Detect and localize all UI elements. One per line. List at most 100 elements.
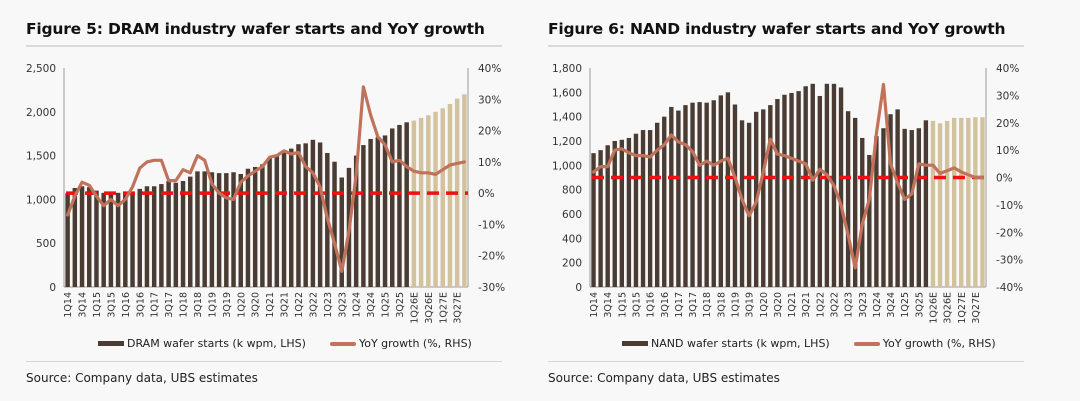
x-axis-tick-label: 1Q19 — [731, 292, 742, 318]
actual-bar — [94, 190, 99, 287]
actual-bar — [375, 137, 381, 287]
actual-bar — [817, 95, 823, 287]
actual-bar — [824, 83, 830, 287]
actual-bar — [640, 130, 646, 287]
actual-bar — [775, 99, 780, 288]
actual-bar — [810, 83, 815, 287]
actual-bar — [662, 116, 667, 288]
left-axis-tick-label: 1,500 — [26, 151, 56, 163]
actual-bar — [598, 150, 603, 287]
x-axis-tick-label: 1Q26E — [929, 292, 940, 324]
actual-bar — [173, 182, 179, 287]
figure-5-panel: Figure 5: DRAM industry wafer starts and… — [26, 20, 505, 385]
actual-bar — [669, 106, 674, 287]
estimate-bar — [418, 117, 424, 287]
actual-bar — [654, 122, 660, 287]
estimate-bar — [951, 117, 957, 287]
legend-line-swatch — [853, 341, 880, 346]
actual-bar — [123, 192, 128, 287]
left-axis-tick-label: 400 — [562, 233, 582, 245]
right-axis-tick-label: -30% — [996, 255, 1023, 267]
right-axis-tick-label: 20% — [996, 118, 1019, 130]
actual-bar — [390, 128, 395, 287]
actual-bar — [151, 186, 157, 287]
left-axis-tick-label: 2,500 — [26, 63, 56, 75]
yoy-growth-line — [65, 85, 466, 273]
figure-title: Figure 6: NAND industry wafer starts and… — [548, 20, 1006, 38]
actual-bar — [289, 148, 294, 287]
actual-bar — [895, 109, 900, 287]
x-axis-tick-label: 1Q14 — [63, 292, 74, 318]
right-axis-tick-label: 10% — [996, 145, 1019, 157]
chart-legend: DRAM wafer starts (k wpm, LHS) YoY growt… — [98, 337, 472, 350]
actual-bar — [397, 124, 402, 287]
left-axis-tick-label: 800 — [562, 185, 582, 197]
x-axis-tick-label: 1Q23 — [844, 292, 855, 318]
actual-bar — [902, 128, 907, 287]
x-axis-tick-label: 1Q24 — [352, 292, 363, 318]
x-axis-tick-label: 1Q18 — [702, 292, 713, 318]
actual-bar — [852, 117, 858, 287]
actual-bar — [159, 184, 164, 287]
estimate-bar — [462, 94, 467, 287]
actual-bar — [137, 188, 142, 287]
x-axis-tick-label: 1Q27E — [438, 292, 449, 324]
x-axis-tick-label: 3Q19 — [745, 292, 756, 318]
left-axis-tick-label: 1,800 — [552, 63, 582, 75]
actual-bar — [188, 176, 193, 287]
estimate-bar — [440, 108, 445, 288]
left-axis-tick-label: 1,400 — [552, 112, 582, 124]
x-axis-tick-label: 3Q19 — [222, 292, 233, 318]
actual-bar — [916, 128, 922, 287]
figure-title: Figure 5: DRAM industry wafer starts and… — [26, 20, 485, 38]
actual-bar — [860, 137, 865, 287]
estimate-bar — [980, 117, 985, 288]
x-axis-tick-label: 1Q27E — [957, 292, 968, 324]
left-axis-tick-label: 200 — [562, 258, 582, 270]
x-axis-tick-label: 1Q25 — [900, 292, 911, 318]
actual-bar — [332, 161, 337, 287]
actual-bar — [867, 154, 872, 287]
actual-bar — [303, 143, 308, 287]
right-axis-tick-label: -20% — [996, 227, 1023, 239]
actual-bar — [789, 92, 794, 287]
left-axis-tick-label: 1,600 — [552, 87, 582, 99]
actual-bar — [739, 120, 745, 287]
actual-bar — [619, 139, 625, 287]
actual-bar — [711, 100, 716, 287]
actual-bar — [260, 164, 265, 287]
footer-divider — [26, 361, 502, 362]
estimate-bar — [411, 120, 417, 287]
x-axis-tick-label: 1Q23 — [323, 292, 334, 318]
actual-bar — [605, 145, 610, 287]
actual-bar — [166, 181, 171, 287]
actual-bar — [782, 94, 787, 288]
x-axis-tick-label: 3Q22 — [830, 292, 841, 318]
estimate-bar — [433, 111, 438, 287]
right-axis-tick-label: -10% — [478, 219, 505, 231]
actual-bar — [690, 102, 695, 287]
actual-bar — [803, 86, 808, 287]
actual-bar — [845, 111, 851, 287]
actual-bar — [761, 109, 766, 287]
right-axis-tick-label: 30% — [996, 90, 1019, 102]
actual-bar — [216, 173, 222, 287]
x-axis-tick-label: 3Q14 — [603, 292, 614, 318]
x-axis-tick-label: 3Q25 — [395, 292, 406, 318]
x-axis-tick-label: 1Q17 — [150, 292, 161, 318]
legend-line-label: YoY growth (%, RHS) — [882, 337, 996, 350]
right-axis-tick-label: -30% — [478, 282, 505, 294]
dram-chart: 0 500 1,000 1,500 2,000 2,500 -30% -20% -10% 0% 10… — [26, 63, 505, 324]
x-axis-tick-label: 3Q26E — [424, 292, 435, 324]
source-note: Source: Company data, UBS estimates — [548, 371, 780, 385]
x-axis-tick-label: 3Q15 — [106, 292, 117, 318]
actual-bar — [909, 130, 914, 287]
actual-bar — [923, 120, 929, 287]
x-axis-tick-label: 3Q20 — [251, 292, 262, 318]
actual-bar — [697, 102, 702, 287]
figure-6-panel: Figure 6: NAND industry wafer starts and… — [540, 0, 1080, 401]
legend-bar-swatch — [98, 341, 124, 346]
x-axis-tick-label: 1Q15 — [617, 292, 628, 318]
right-axis-tick-label: 30% — [478, 94, 501, 106]
title-divider — [26, 45, 502, 47]
